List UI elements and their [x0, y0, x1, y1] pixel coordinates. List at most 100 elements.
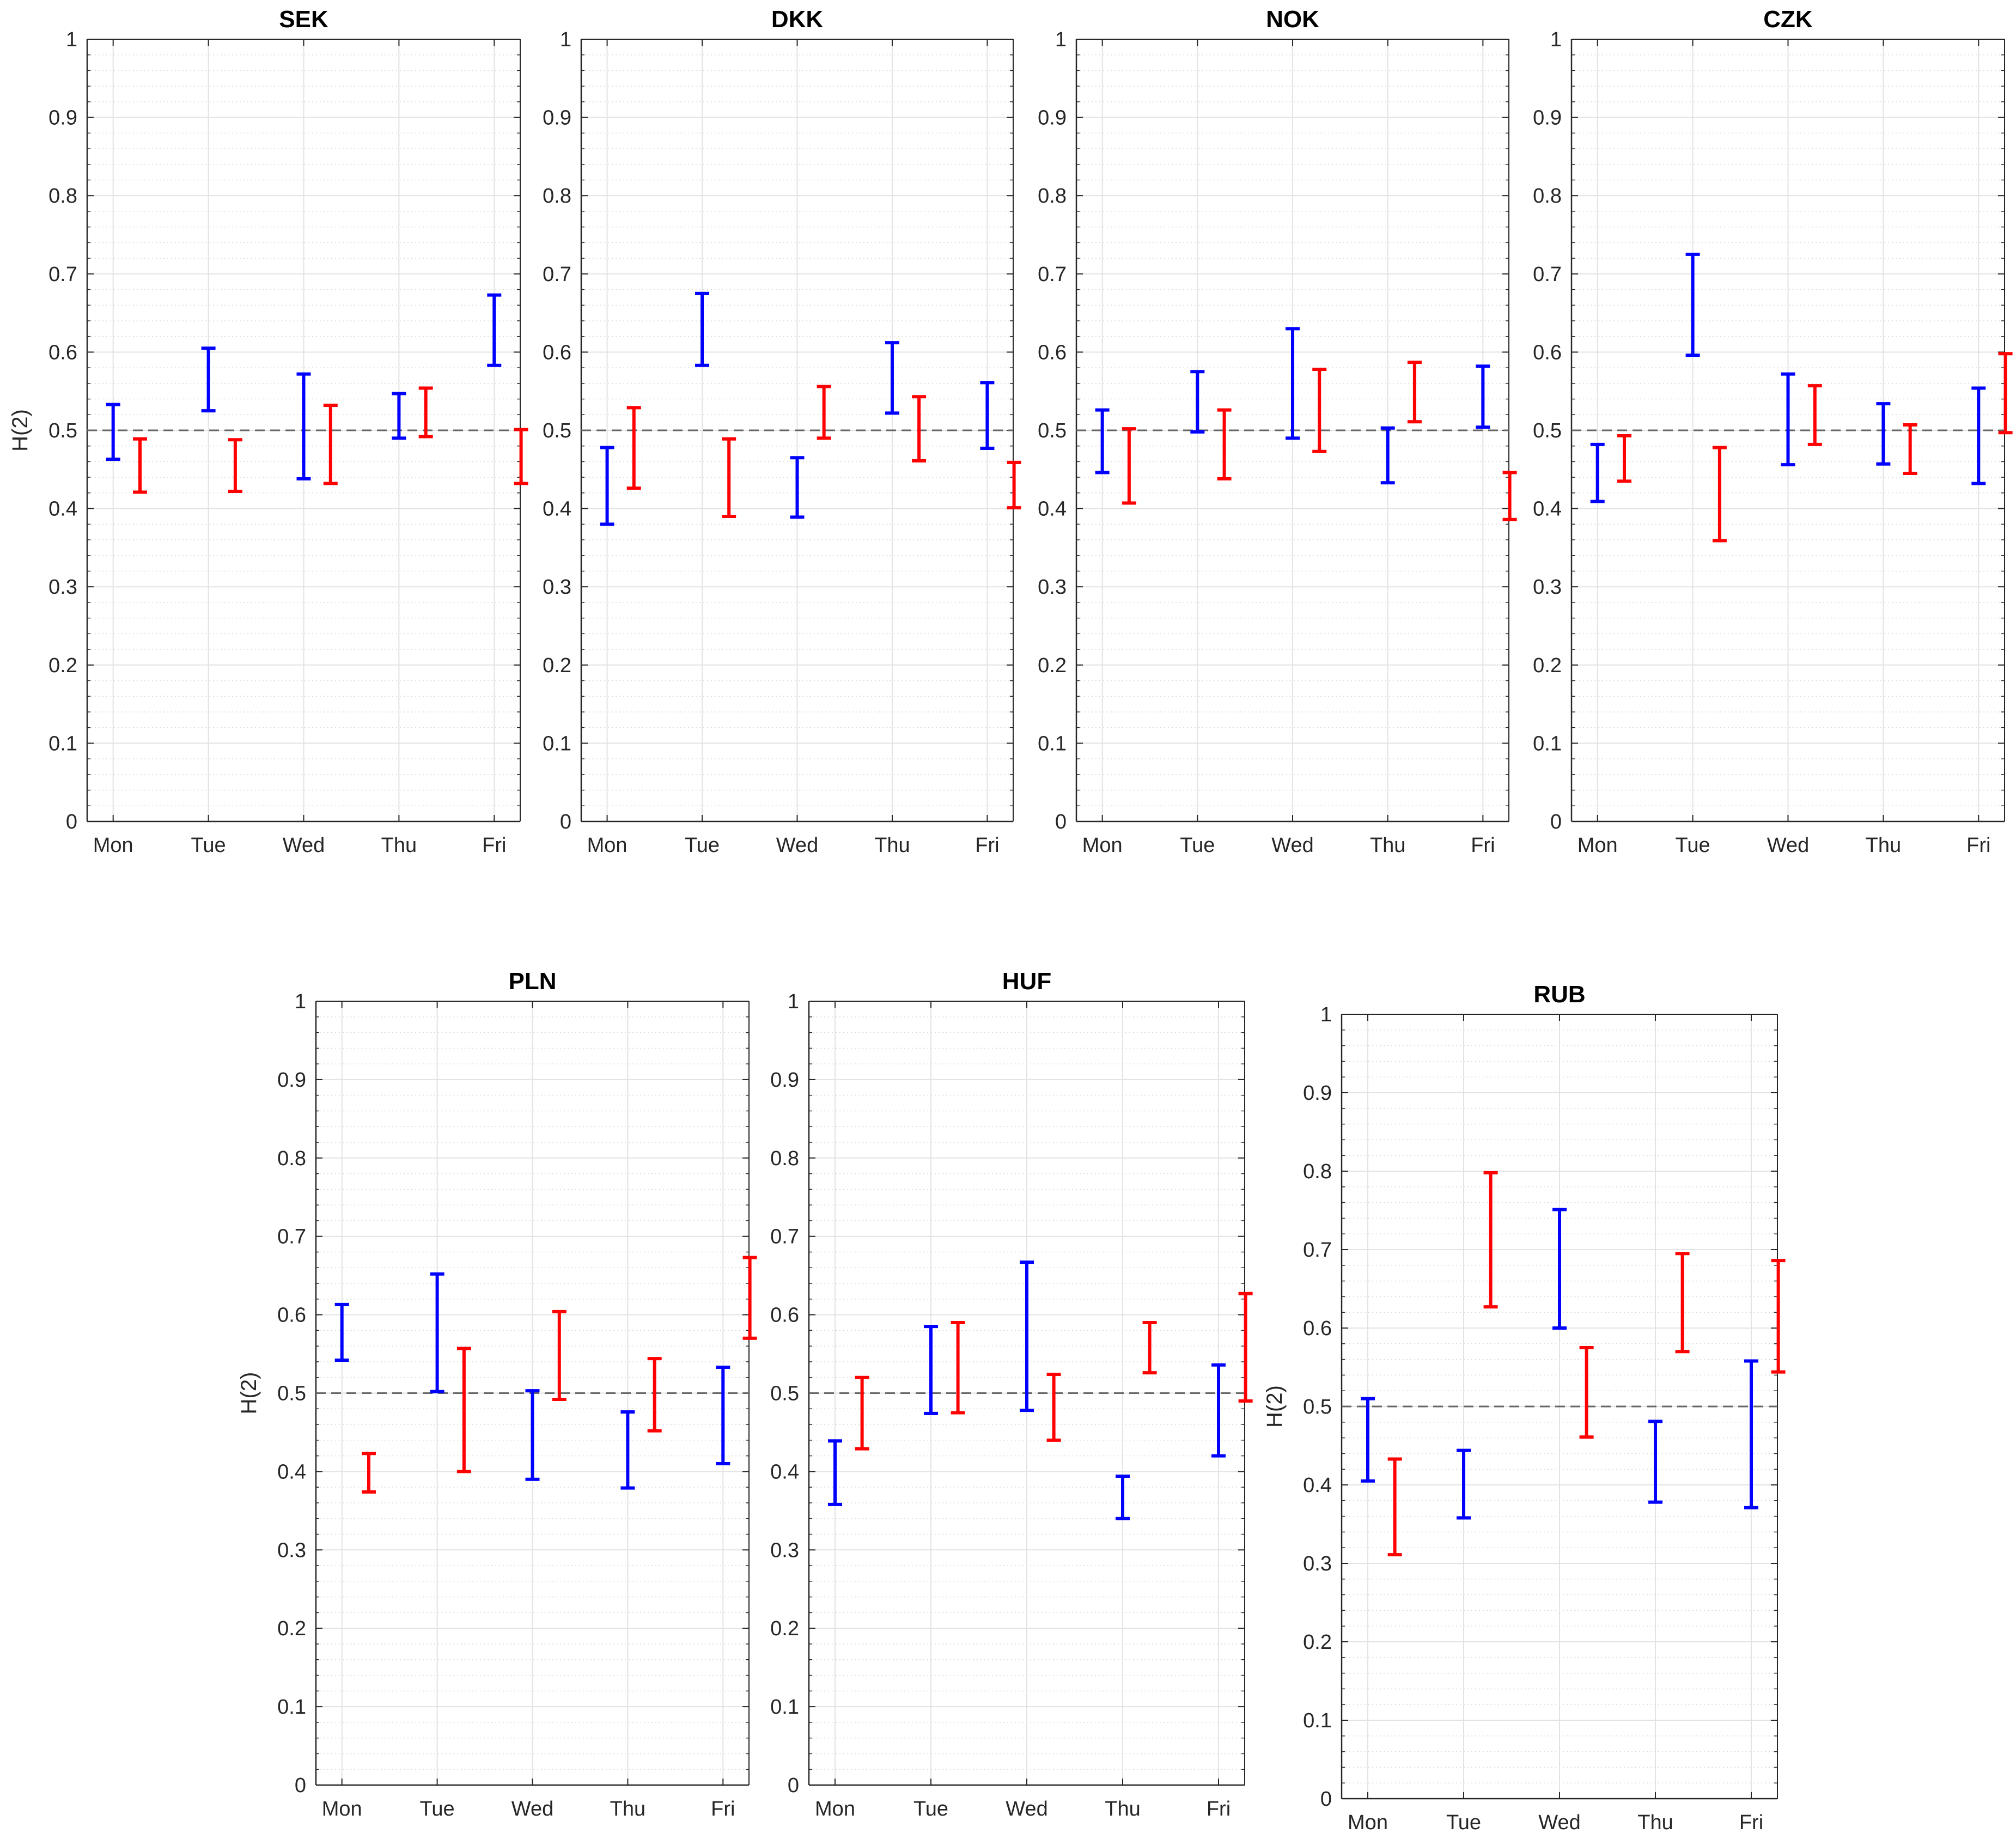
y-tick-label: 0 [560, 811, 571, 833]
y-tick-label: 0 [66, 811, 77, 833]
x-tick-label: Mon [815, 1798, 855, 1820]
y-tick-label: 0.4 [1038, 498, 1067, 521]
y-tick-label: 0.6 [543, 341, 571, 364]
y-tick-label: 0.2 [1533, 654, 1562, 677]
x-tick-label: Thu [874, 834, 910, 857]
x-tick-label: Tue [1446, 1811, 1481, 1833]
y-tick-label: 1 [560, 28, 571, 51]
y-tick-label: 0.9 [48, 107, 77, 130]
y-tick-label: 0.1 [48, 732, 77, 755]
x-tick-label: Thu [1105, 1798, 1140, 1820]
panel-czk: 0 0.1 0.2 0.3 0.4 0.5 0.6 0.7 0.8 0.9 1 Mon Tue Wed Th… [1533, 6, 2013, 857]
panel-title: PLN [509, 968, 557, 995]
y-tick-label: 0.9 [770, 1069, 799, 1092]
y-tick-label: 0.1 [770, 1696, 799, 1719]
y-tick-label: 1 [1320, 1003, 1332, 1026]
panel-title: RUB [1533, 981, 1585, 1008]
y-tick-label: 0.8 [1303, 1160, 1332, 1183]
panel-rub: 0 0.1 0.2 0.3 0.4 0.5 0.6 0.7 0.8 0.9 1 Mon Tue Wed Th… [1263, 981, 1786, 1833]
y-tick-label: 0.6 [1303, 1317, 1332, 1340]
y-tick-label: 0.5 [543, 419, 571, 442]
y-tick-label: 0.7 [1533, 263, 1562, 286]
y-tick-label: 0.2 [770, 1617, 799, 1640]
y-tick-label: 0.2 [277, 1617, 306, 1640]
y-tick-label: 0.1 [1303, 1709, 1332, 1732]
y-tick-label: 0.4 [1303, 1474, 1332, 1497]
y-tick-label: 0.2 [1303, 1631, 1332, 1654]
y-tick-label: 0.6 [1533, 341, 1562, 364]
y-axis-label: H(2) [8, 409, 32, 452]
y-tick-label: 1 [66, 28, 77, 51]
panel-title: SEK [279, 6, 328, 33]
x-tick-label: Tue [1180, 834, 1215, 857]
y-tick-label: 0 [788, 1774, 799, 1797]
x-tick-label: Mon [1082, 834, 1123, 857]
y-tick-label: 0.8 [770, 1147, 799, 1170]
y-tick-label: 0.7 [1038, 263, 1067, 286]
panel-title: NOK [1266, 6, 1319, 33]
y-tick-label: 0.8 [543, 185, 571, 208]
x-tick-label: Mon [1348, 1811, 1388, 1833]
x-tick-label: Fri [1207, 1798, 1231, 1820]
y-tick-label: 0.8 [1533, 185, 1562, 208]
y-tick-label: 0.7 [48, 263, 77, 286]
y-tick-label: 0.4 [277, 1460, 306, 1483]
y-tick-label: 0 [1550, 811, 1562, 833]
y-tick-label: 0.6 [277, 1304, 306, 1327]
y-tick-label: 0.3 [277, 1539, 306, 1562]
x-tick-label: Wed [776, 834, 818, 857]
y-tick-label: 0.5 [770, 1383, 799, 1405]
x-tick-label: Fri [482, 834, 506, 857]
panel-title: DKK [771, 6, 824, 33]
y-tick-label: 0.5 [48, 419, 77, 442]
x-tick-label: Tue [685, 834, 720, 857]
y-tick-label: 0.7 [277, 1226, 306, 1249]
x-tick-label: Thu [1370, 834, 1405, 857]
y-tick-label: 0.4 [543, 498, 571, 521]
x-tick-label: Fri [1739, 1811, 1763, 1833]
y-tick-label: 0.1 [1038, 732, 1067, 755]
y-axis-label: H(2) [237, 1372, 261, 1415]
y-tick-label: 0.5 [1303, 1396, 1332, 1418]
y-tick-label: 1 [1550, 28, 1562, 51]
x-tick-label: Wed [1538, 1811, 1580, 1833]
panel-title: CZK [1763, 6, 1813, 33]
y-tick-label: 0.8 [277, 1147, 306, 1170]
x-tick-label: Tue [191, 834, 226, 857]
y-tick-label: 0.1 [277, 1696, 306, 1719]
y-tick-label: 0.2 [1038, 654, 1067, 677]
panel-pln: 0 0.1 0.2 0.3 0.4 0.5 0.6 0.7 0.8 0.9 1 Mon Tue Wed Th… [237, 968, 757, 1820]
y-tick-label: 0 [1320, 1788, 1332, 1811]
x-tick-label: Mon [93, 834, 133, 857]
panel-huf: 0 0.1 0.2 0.3 0.4 0.5 0.6 0.7 0.8 0.9 1 Mon Tue Wed Th… [770, 968, 1253, 1820]
y-tick-label: 1 [1055, 28, 1067, 51]
panel-title: HUF [1002, 968, 1051, 995]
y-tick-label: 0.7 [1303, 1239, 1332, 1262]
y-tick-label: 0 [1055, 811, 1067, 833]
y-tick-label: 0.5 [1038, 419, 1067, 442]
y-tick-label: 0.1 [543, 732, 571, 755]
y-tick-label: 0.9 [1533, 107, 1562, 130]
y-tick-label: 0.9 [1038, 107, 1067, 130]
y-tick-label: 0.5 [1533, 419, 1562, 442]
y-tick-label: 0.7 [543, 263, 571, 286]
y-tick-label: 1 [788, 990, 799, 1013]
y-tick-label: 0.3 [1533, 576, 1562, 599]
y-tick-label: 0.3 [48, 576, 77, 599]
x-tick-label: Thu [1866, 834, 1901, 857]
x-tick-label: Wed [1767, 834, 1809, 857]
x-tick-label: Thu [610, 1798, 645, 1820]
x-tick-label: Fri [711, 1798, 735, 1820]
y-tick-label: 0.8 [48, 185, 77, 208]
y-tick-label: 0.8 [1038, 185, 1067, 208]
y-tick-label: 0.9 [1303, 1082, 1332, 1105]
y-tick-label: 0.6 [1038, 341, 1067, 364]
y-tick-label: 0.6 [48, 341, 77, 364]
x-tick-label: Thu [381, 834, 417, 857]
x-tick-label: Wed [511, 1798, 553, 1820]
y-tick-label: 0.6 [770, 1304, 799, 1327]
y-tick-label: 0.3 [543, 576, 571, 599]
y-axis-label: H(2) [1263, 1385, 1287, 1428]
y-tick-label: 0.1 [1533, 732, 1562, 755]
